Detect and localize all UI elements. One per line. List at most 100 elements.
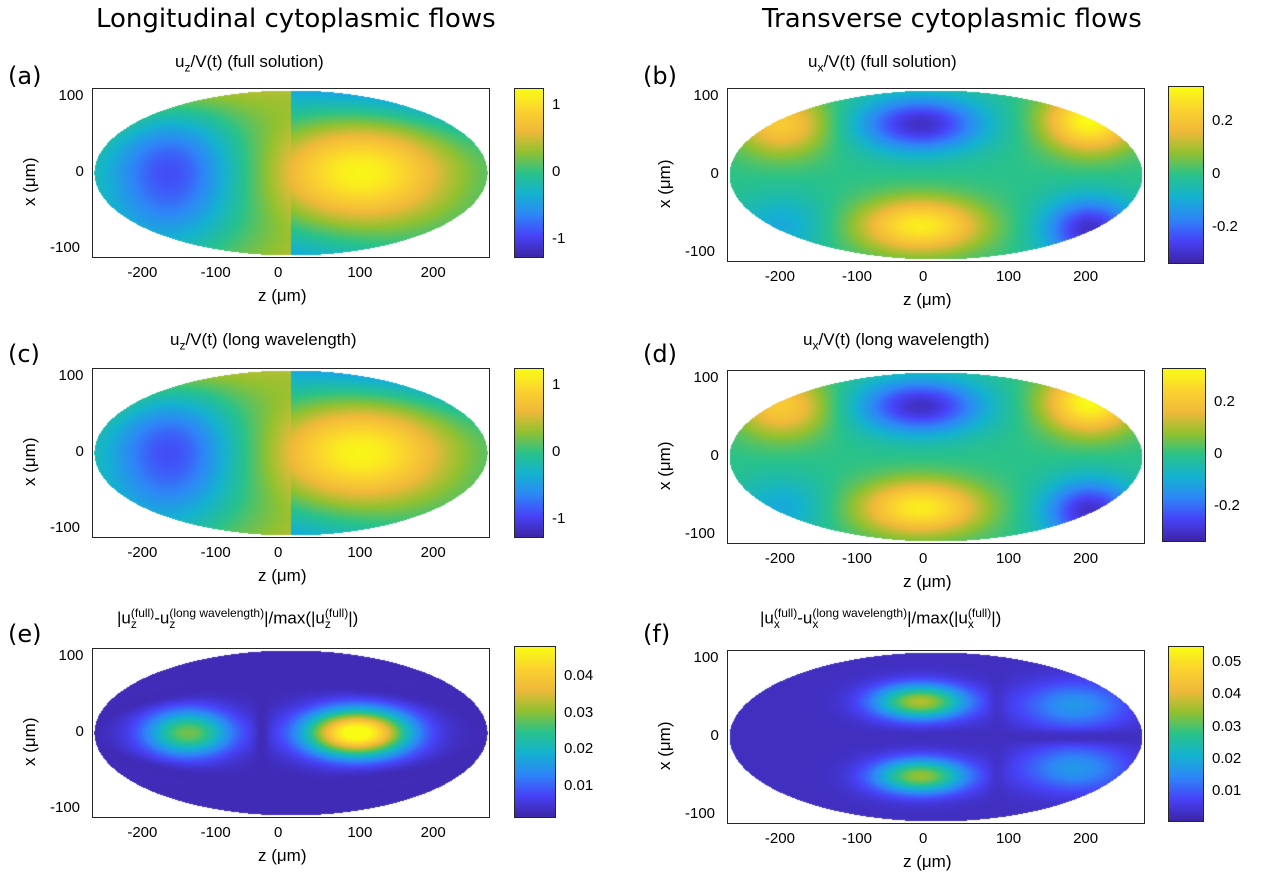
x-axis-label: z (μm) [258,566,307,585]
x-tick-label: 0 [919,830,928,847]
x-tick-label: 0 [919,268,928,285]
heatmap-image [93,89,489,257]
panel-label: (e) [8,620,42,648]
y-tick-label: 0 [710,165,719,182]
y-tick-label: -100 [685,805,716,823]
y-tick-label: 100 [693,368,719,386]
plot-title: uz/V(t) (long wavelength) [170,330,357,353]
x-tick-label: 200 [1073,550,1099,567]
x-tick-label: -100 [841,268,872,285]
x-tick-label: -200 [764,550,795,567]
x-tick-label: -100 [841,830,872,847]
colorbar-tick-label: 0.01 [1212,782,1242,799]
colorbar-tick-label: 0 [552,163,561,180]
colorbar-tick-label: -0.2 [1214,497,1240,515]
heatmap-axes [727,650,1145,824]
x-tick-label: 200 [1073,268,1099,285]
colorbar-tick-label: 0.01 [564,777,594,795]
y-tick-label: 100 [58,86,84,104]
plot-title: |u (full) x -u (long wavelength) x |/max(|u (fu… [760,606,1002,631]
colorbar-tick-label: 0.2 [1214,392,1235,410]
y-tick-label: 0 [75,723,84,740]
colorbar-tick-label: 0 [1212,165,1221,182]
x-tick-label: 200 [420,824,446,841]
x-tick-label: -100 [200,544,231,561]
heatmap-image [93,369,489,537]
colorbar-tick-label: 0.2 [1212,111,1233,129]
x-tick-label: 0 [274,544,283,561]
colorbar [1162,368,1206,542]
x-tick-label: 100 [996,550,1022,567]
y-tick-label: 0 [75,443,84,460]
plot-title: ux/V(t) (long wavelength) [803,330,990,353]
heatmap-axes [727,88,1145,262]
heatmap-axes [92,368,490,538]
column-title-left: Longitudinal cytoplasmic flows [96,4,496,34]
y-tick-label: -100 [50,799,81,817]
y-axis-label: x (μm) [20,157,39,206]
colorbar-tick-label: 0.03 [1212,717,1242,735]
x-axis-label: z (μm) [903,572,952,591]
colorbar-tick-label: 1 [552,95,561,113]
x-axis-label: z (μm) [903,290,952,309]
plot-title: ux/V(t) (full solution) [808,52,957,75]
y-tick-label: 0 [75,163,84,180]
x-tick-label: -200 [127,824,158,841]
y-tick-label: 100 [58,366,84,384]
x-tick-label: 100 [347,264,373,281]
colorbar-tick-label: 0.03 [564,703,594,721]
y-tick-label: -100 [50,519,81,537]
x-axis-label: z (μm) [258,286,307,305]
colorbar-tick-label: 0.02 [564,740,594,758]
x-tick-label: 100 [347,824,373,841]
y-tick-label: 100 [693,86,719,104]
x-tick-label: 200 [420,264,446,281]
x-tick-label: 100 [996,830,1022,847]
y-axis-label: x (μm) [655,441,674,490]
y-axis-label: x (μm) [20,437,39,486]
colorbar [514,88,544,258]
panel-label: (a) [8,62,42,90]
heatmap-axes [92,88,490,258]
x-tick-label: 200 [420,544,446,561]
x-tick-label: -200 [127,544,158,561]
colorbar [1168,86,1204,264]
heatmap-image [728,89,1144,261]
x-tick-label: -200 [127,264,158,281]
y-tick-label: 0 [710,447,719,464]
x-tick-label: 100 [996,268,1022,285]
colorbar-tick-label: 0 [552,443,561,460]
panel-label: (c) [8,340,40,368]
x-tick-label: -100 [200,824,231,841]
x-axis-label: z (μm) [258,846,307,865]
x-tick-label: -200 [764,268,795,285]
colorbar-tick-label: 1 [552,375,561,393]
x-tick-label: -100 [200,264,231,281]
y-tick-label: 100 [58,646,84,664]
y-tick-label: -100 [685,243,716,261]
y-tick-label: 100 [693,648,719,666]
colorbar-tick-label: 0 [1214,445,1223,462]
colorbar [514,646,556,818]
panel-label: (d) [643,340,677,368]
colorbar-tick-label: 0.05 [1212,653,1242,671]
x-tick-label: -200 [764,830,795,847]
heatmap-axes [727,370,1145,544]
y-tick-label: -100 [685,525,716,543]
y-axis-label: x (μm) [20,717,39,766]
y-axis-label: x (μm) [655,721,674,770]
heatmap-image [728,651,1144,823]
colorbar-tick-label: 0.04 [564,666,594,684]
heatmap-axes [92,648,490,818]
y-tick-label: -100 [50,239,81,257]
x-tick-label: 0 [274,824,283,841]
colorbar-tick-label: -0.2 [1212,218,1238,236]
heatmap-image [728,371,1144,543]
column-title-right: Transverse cytoplasmic flows [762,4,1142,34]
colorbar-tick-label: -1 [552,510,566,528]
panel-label: (f) [643,620,671,648]
x-tick-label: 100 [347,544,373,561]
colorbar [514,368,544,538]
x-tick-label: 200 [1073,830,1099,847]
colorbar [1168,646,1204,822]
